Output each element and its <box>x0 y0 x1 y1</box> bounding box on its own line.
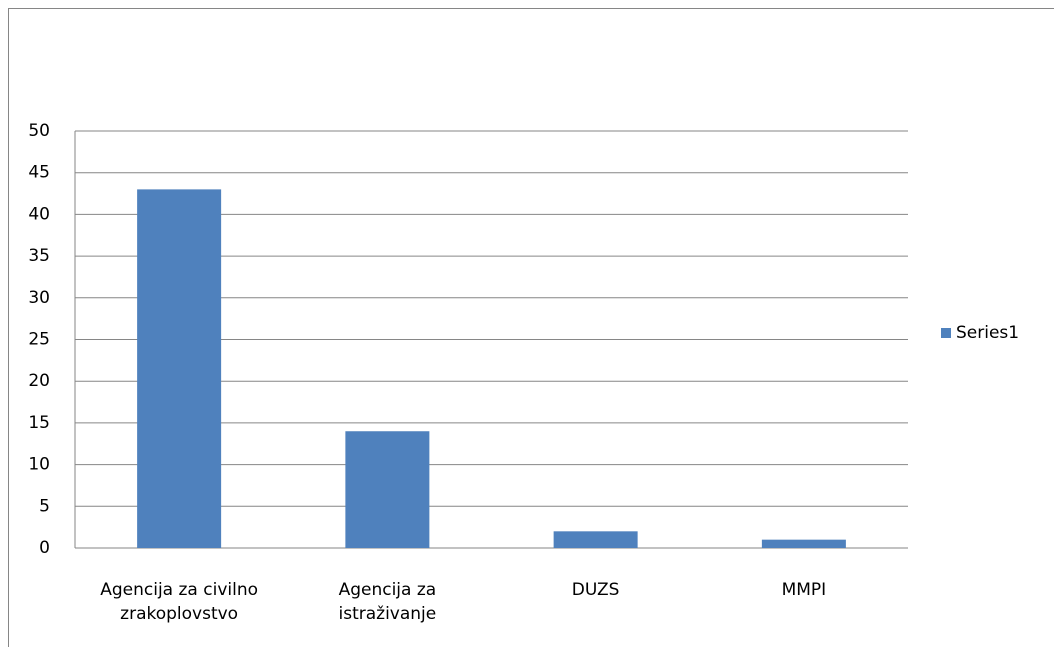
x-tick-label: Agencija za istraživanje <box>338 580 437 624</box>
y-tick-label: 30 <box>28 288 50 308</box>
y-tick-label: 40 <box>28 204 50 224</box>
bar <box>553 531 638 548</box>
y-tick-label: 25 <box>28 330 50 350</box>
y-tick-label: 20 <box>28 371 50 391</box>
legend-swatch <box>941 328 951 338</box>
y-tick-label: 5 <box>39 496 50 516</box>
bar <box>761 539 846 548</box>
y-tick-label: 45 <box>28 163 50 183</box>
bar <box>137 189 222 548</box>
y-tick-label: 10 <box>28 455 50 475</box>
legend-label: Series1 <box>956 323 1019 343</box>
y-tick-label: 35 <box>28 246 50 266</box>
y-tick-label: 0 <box>39 538 50 558</box>
y-tick-label: 50 <box>28 121 50 141</box>
x-tick-label: Agencija za civilno zrakoplovstvo <box>100 580 258 624</box>
x-tick-label: MMPI <box>781 580 827 600</box>
x-tick-label: DUZS <box>571 580 620 600</box>
bar <box>345 431 430 548</box>
chart-border <box>8 8 1054 647</box>
y-tick-label: 15 <box>28 413 50 433</box>
